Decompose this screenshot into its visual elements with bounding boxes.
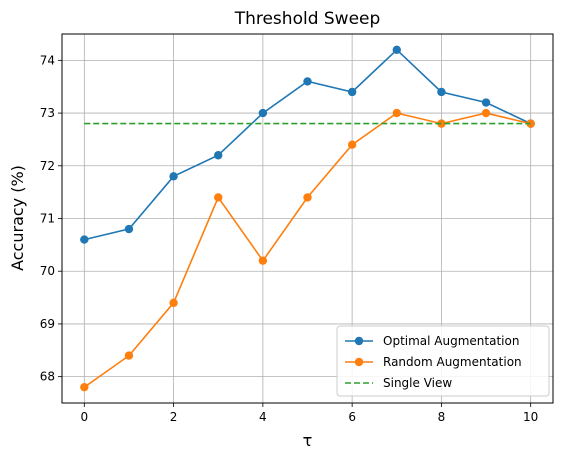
x-axis-title: τ [303, 431, 313, 450]
legend-label-random-augmentation: Random Augmentation [383, 355, 522, 369]
y-tick-label: 68 [40, 370, 55, 384]
data-point-random-augmentation [169, 298, 178, 308]
x-tick-label: 6 [348, 410, 356, 424]
y-tick-label: 71 [40, 212, 55, 226]
data-point-optimal-augmentation [258, 108, 268, 118]
data-point-random-augmentation [303, 193, 312, 202]
data-point-optimal-augmentation [392, 45, 401, 55]
series-layer [80, 45, 535, 392]
legend-label-single-view: Single View [383, 376, 452, 390]
legend-label-optimal-augmentation: Optimal Augmentation [383, 334, 519, 348]
y-tick-label: 72 [40, 159, 55, 173]
data-point-random-augmentation [347, 140, 357, 149]
data-point-random-augmentation [214, 193, 223, 202]
legend: Optimal Augmentation Random Augmentation S… [336, 325, 550, 397]
x-tick-label: 0 [80, 410, 88, 424]
y-tick-label: 69 [40, 317, 55, 331]
data-point-random-augmentation [258, 256, 268, 265]
y-axis-title: Accuracy (%) [8, 165, 27, 271]
legend-box [336, 325, 550, 397]
data-point-optimal-augmentation [347, 87, 357, 97]
x-tick-label: 2 [170, 410, 178, 424]
legend-marker-optimal-augmentation [354, 336, 364, 346]
data-point-optimal-augmentation [481, 98, 491, 107]
grid [62, 34, 553, 403]
x-tick-label: 10 [523, 410, 538, 424]
data-point-optimal-augmentation [303, 77, 312, 86]
data-point-random-augmentation [481, 108, 491, 118]
data-point-random-augmentation [124, 351, 134, 360]
data-point-random-augmentation [437, 119, 446, 128]
legend-marker-random-augmentation [354, 357, 364, 367]
x-tick-label: 4 [259, 410, 267, 424]
y-tick-label: 70 [40, 264, 55, 278]
y-tick-label: 74 [40, 53, 55, 67]
y-tick-label: 73 [40, 106, 55, 120]
data-point-random-augmentation [392, 108, 401, 118]
data-point-optimal-augmentation [169, 172, 178, 181]
data-point-optimal-augmentation [80, 235, 89, 244]
data-point-random-augmentation [80, 382, 89, 392]
x-tick-label: 8 [438, 410, 446, 424]
data-point-optimal-augmentation [437, 87, 446, 97]
chart-title: Threshold Sweep [234, 9, 381, 29]
data-point-optimal-augmentation [124, 224, 134, 234]
data-point-optimal-augmentation [214, 151, 223, 160]
